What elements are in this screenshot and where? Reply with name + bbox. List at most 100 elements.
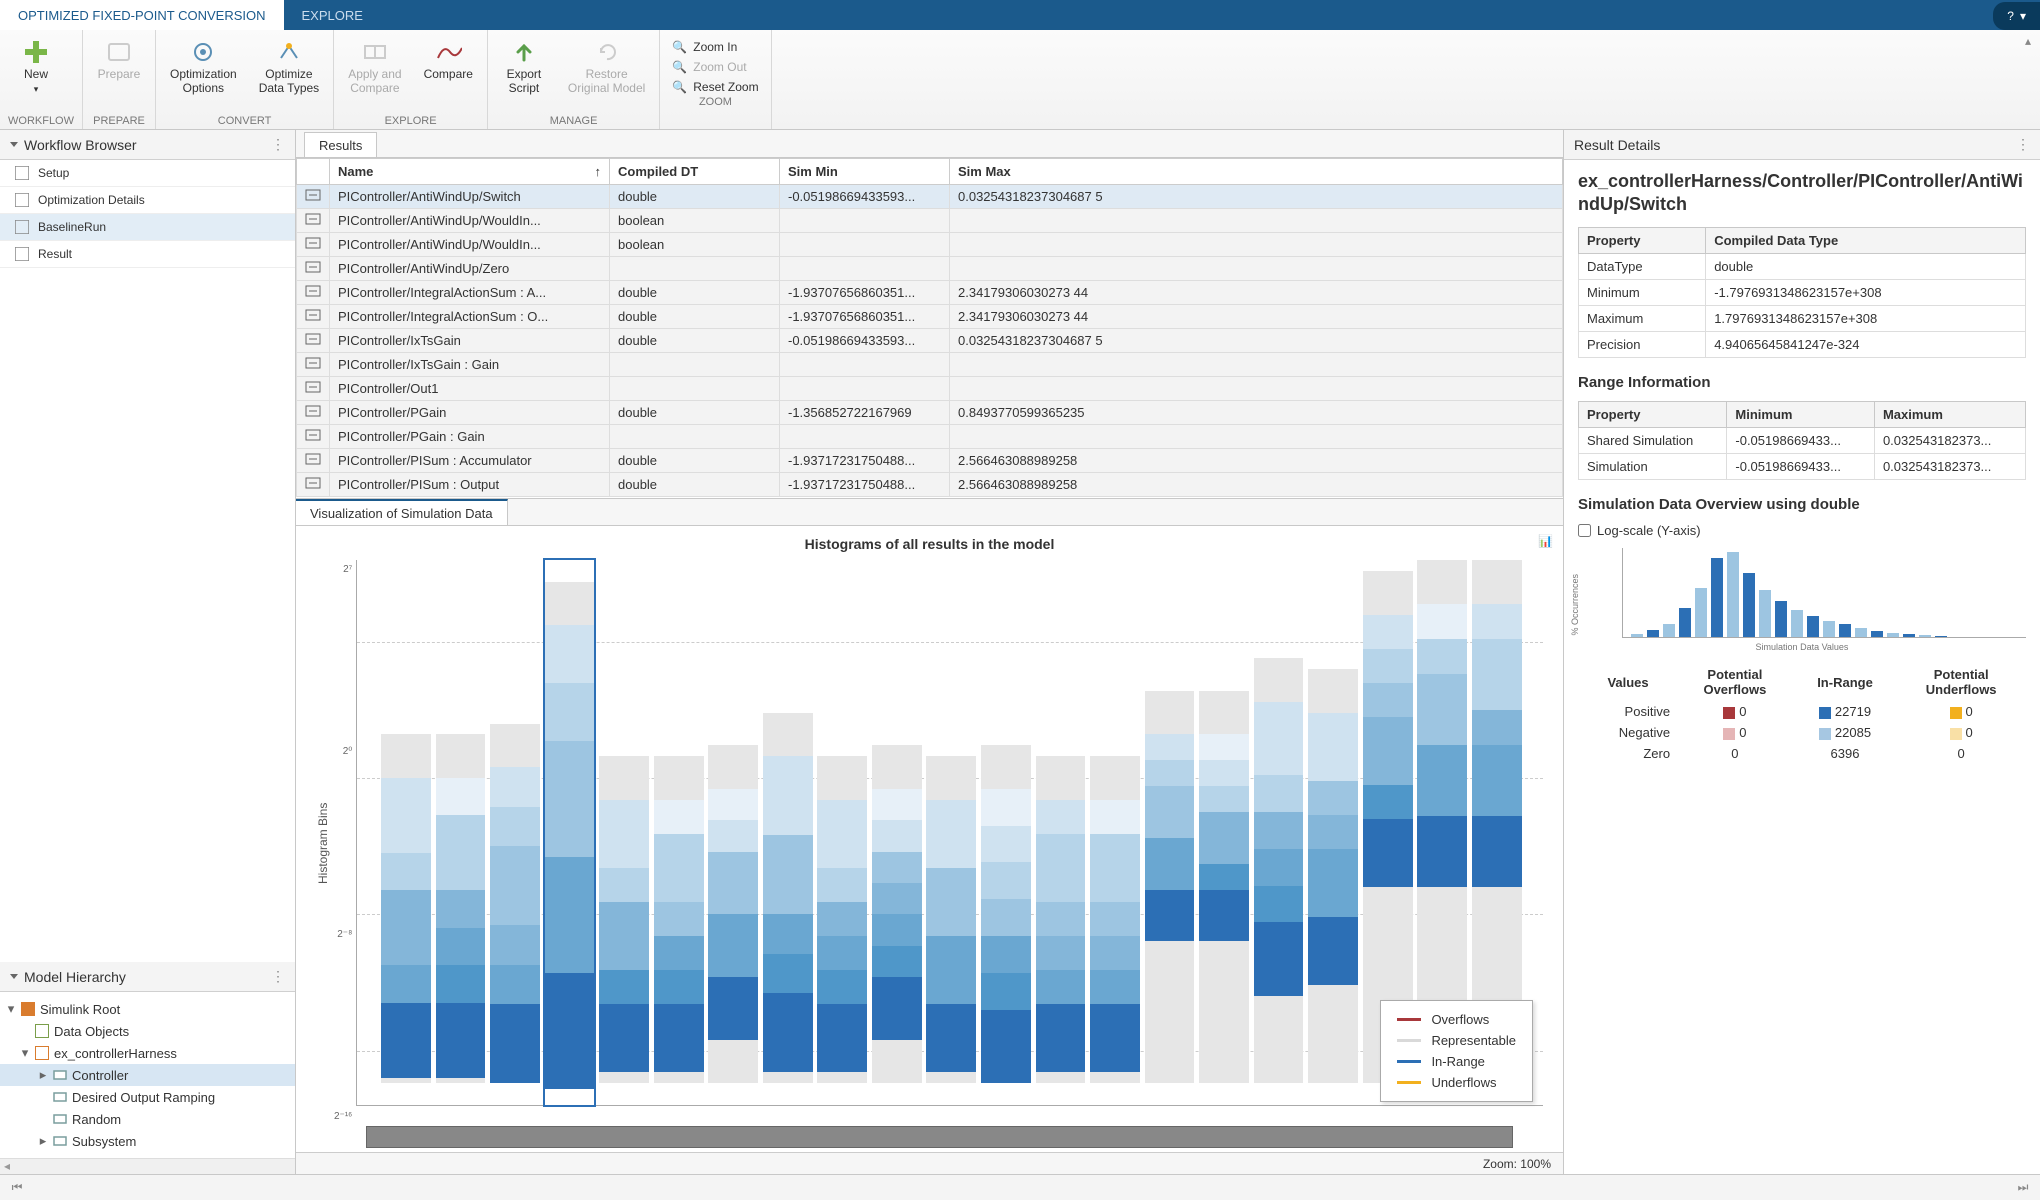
table-row[interactable]: PIController/PISum : Outputdouble-1.9371… xyxy=(297,473,1563,497)
histogram-bar[interactable] xyxy=(1145,560,1195,1105)
workflow-item-0[interactable]: Setup xyxy=(0,160,295,187)
compare-button[interactable]: Compare xyxy=(418,34,479,86)
workflow-item-1[interactable]: Optimization Details xyxy=(0,187,295,214)
more-icon[interactable]: ⋮ xyxy=(271,968,285,985)
reset-zoom-button[interactable]: 🔍Reset Zoom xyxy=(668,78,762,96)
cell-dt: double xyxy=(610,401,780,425)
table-row[interactable]: PIController/IntegralActionSum : A...dou… xyxy=(297,281,1563,305)
table-row[interactable]: PIController/IntegralActionSum : O...dou… xyxy=(297,305,1563,329)
expander-icon[interactable]: ▸ xyxy=(38,1133,48,1149)
histogram-bar[interactable] xyxy=(926,560,976,1105)
viz-tab[interactable]: Visualization of Simulation Data xyxy=(296,499,508,525)
histogram-bar[interactable] xyxy=(1090,560,1140,1105)
tree-child-3[interactable]: ▸Subsystem xyxy=(0,1130,295,1152)
results-tab[interactable]: Results xyxy=(304,132,377,157)
table-row[interactable]: PIController/AntiWindUp/WouldIn...boolea… xyxy=(297,209,1563,233)
tree-child-1[interactable]: Desired Output Ramping xyxy=(0,1086,295,1108)
col-min[interactable]: Sim Min xyxy=(780,159,950,185)
optimize-datatypes-button[interactable]: Optimize Data Types xyxy=(253,34,325,100)
histogram-bar[interactable] xyxy=(981,560,1031,1105)
cell-max: 0.03254318237304687 5 xyxy=(950,185,1563,209)
workflow-item-icon xyxy=(14,192,30,208)
workflow-item-2[interactable]: BaselineRun xyxy=(0,214,295,241)
histogram-region[interactable] xyxy=(356,560,1543,1106)
tab-explore[interactable]: EXPLORE xyxy=(284,0,381,30)
viz-options-icon[interactable]: 📊 xyxy=(1538,534,1553,548)
cell-name: PIController/AntiWindUp/WouldIn... xyxy=(330,209,610,233)
tree-harness[interactable]: ▾ ex_controllerHarness xyxy=(0,1042,295,1064)
table-row[interactable]: PIController/PGaindouble-1.3568527221679… xyxy=(297,401,1563,425)
nav-last-button[interactable]: ⏭ xyxy=(2014,1179,2032,1197)
table-row[interactable]: PIController/AntiWindUp/WouldIn...boolea… xyxy=(297,233,1563,257)
col-max[interactable]: Sim Max xyxy=(950,159,1563,185)
cell-name: PIController/AntiWindUp/Zero xyxy=(330,257,610,281)
histogram-bar[interactable] xyxy=(763,560,813,1105)
export-script-button[interactable]: Export Script xyxy=(496,34,552,100)
left-scrollbar[interactable]: ◂ xyxy=(0,1158,295,1174)
tab-optimized[interactable]: OPTIMIZED FIXED-POINT CONVERSION xyxy=(0,0,284,30)
cell-max xyxy=(950,377,1563,401)
table-row[interactable]: PIController/Out1 xyxy=(297,377,1563,401)
workflow-browser-title: Workflow Browser xyxy=(24,137,137,153)
tree-root-label: Simulink Root xyxy=(40,1002,120,1017)
val-col: Potential Underflows xyxy=(1898,664,2024,700)
col-name[interactable]: Name ↑ xyxy=(330,159,610,185)
workflow-item-3[interactable]: Result xyxy=(0,241,295,268)
zoom-out-icon: 🔍 xyxy=(672,60,687,74)
help-icon: ? xyxy=(2007,9,2014,23)
more-icon[interactable]: ⋮ xyxy=(2016,136,2030,153)
collapse-ribbon-button[interactable]: ▴ xyxy=(2016,30,2040,129)
block-icon xyxy=(52,1111,68,1127)
histogram-bar[interactable] xyxy=(1199,560,1249,1105)
histogram-bar[interactable] xyxy=(490,560,540,1105)
histogram-bar[interactable] xyxy=(599,560,649,1105)
log-scale-input[interactable] xyxy=(1578,524,1591,537)
table-row[interactable]: PIController/IxTsGain : Gain xyxy=(297,353,1563,377)
col-dt[interactable]: Compiled DT xyxy=(610,159,780,185)
statusbar: ⏮ ⏭ xyxy=(0,1174,2040,1200)
cell-name: PIController/IntegralActionSum : O... xyxy=(330,305,610,329)
mini-histogram[interactable] xyxy=(1622,548,2026,638)
viz-yticks: 2⁷2⁰2⁻⁸2⁻¹⁶ xyxy=(330,560,356,1126)
histogram-bar[interactable] xyxy=(872,560,922,1105)
table-row[interactable]: PIController/AntiWindUp/Zero xyxy=(297,257,1563,281)
cell-dt xyxy=(610,257,780,281)
log-scale-checkbox[interactable]: Log-scale (Y-axis) xyxy=(1564,517,2040,544)
optimization-options-button[interactable]: Optimization Options xyxy=(164,34,243,100)
table-row[interactable]: PIController/PISum : Accumulatordouble-1… xyxy=(297,449,1563,473)
tree-root[interactable]: ▾ Simulink Root xyxy=(0,998,295,1020)
zoom-in-button[interactable]: 🔍Zoom In xyxy=(668,38,762,56)
new-button[interactable]: New ▾ xyxy=(8,34,64,99)
more-icon[interactable]: ⋮ xyxy=(271,136,285,153)
nav-first-button[interactable]: ⏮ xyxy=(8,1179,26,1197)
cell-dt: double xyxy=(610,281,780,305)
histogram-bar[interactable] xyxy=(1036,560,1086,1105)
prepare-icon xyxy=(105,38,133,66)
help-button[interactable]: ? ▾ xyxy=(1993,2,2040,30)
table-row[interactable]: PIController/IxTsGaindouble-0.0519866943… xyxy=(297,329,1563,353)
table-row[interactable]: PIController/PGain : Gain xyxy=(297,425,1563,449)
viz-scrollbar[interactable] xyxy=(366,1126,1513,1148)
histogram-bar[interactable] xyxy=(654,560,704,1105)
expander-icon[interactable]: ▾ xyxy=(20,1045,30,1061)
histogram-bar[interactable] xyxy=(817,560,867,1105)
model-hierarchy-header[interactable]: Model Hierarchy ⋮ xyxy=(0,962,295,992)
table-row[interactable]: PIController/AntiWindUp/Switchdouble-0.0… xyxy=(297,185,1563,209)
histogram-bar[interactable] xyxy=(1254,560,1304,1105)
histogram-bar[interactable] xyxy=(381,560,431,1105)
workflow-browser-header[interactable]: Workflow Browser ⋮ xyxy=(0,130,295,160)
expander-icon[interactable]: ▸ xyxy=(38,1067,48,1083)
results-table-container[interactable]: Name ↑ Compiled DT Sim Min Sim Max PICon… xyxy=(296,158,1563,498)
block-icon xyxy=(52,1089,68,1105)
range-info-table: PropertyMinimumMaximum Shared Simulation… xyxy=(1578,401,2026,480)
expander-icon[interactable]: ▾ xyxy=(6,1001,16,1017)
tree-data-objects[interactable]: Data Objects xyxy=(0,1020,295,1042)
tree-child-2[interactable]: Random xyxy=(0,1108,295,1130)
workflow-item-icon xyxy=(14,219,30,235)
histogram-bar[interactable] xyxy=(436,560,486,1105)
histogram-bar[interactable] xyxy=(545,560,595,1105)
workflow-item-icon xyxy=(14,165,30,181)
tree-child-0[interactable]: ▸Controller xyxy=(0,1064,295,1086)
histogram-bar[interactable] xyxy=(708,560,758,1105)
histogram-bar[interactable] xyxy=(1308,560,1358,1105)
